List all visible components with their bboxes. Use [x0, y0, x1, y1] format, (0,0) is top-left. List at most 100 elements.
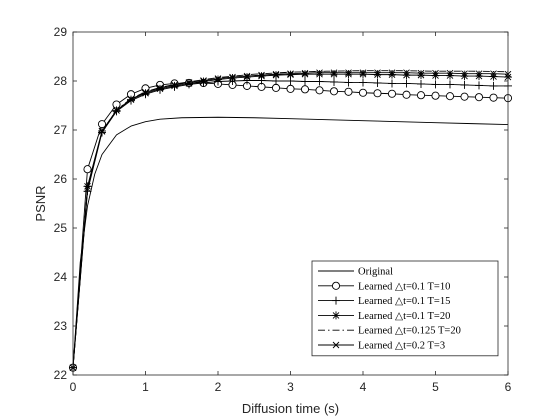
- data-point: [84, 185, 91, 193]
- legend-marker: [332, 341, 340, 349]
- x-marker-b: [490, 70, 497, 77]
- data-point: [373, 70, 382, 79]
- x-marker-b: [258, 71, 265, 79]
- data-point: [359, 69, 367, 76]
- data-point: [300, 85, 310, 94]
- x-marker-b: [84, 185, 91, 193]
- series-0: [72, 116, 509, 368]
- data-point: [460, 80, 469, 89]
- data-point: [258, 71, 265, 79]
- x-tick-label: 6: [505, 380, 512, 394]
- data-point: [446, 80, 454, 89]
- data-point: [388, 70, 396, 79]
- data-point: [489, 81, 498, 90]
- series-5: [69, 69, 512, 371]
- legend-entry: Learned △t=0.1 T=15: [318, 296, 450, 307]
- x-marker-b: [461, 70, 468, 77]
- data-point: [329, 87, 339, 96]
- y-axis: 22 23 24 25 26 27 28 29: [54, 25, 508, 382]
- data-point: [403, 69, 410, 76]
- y-tick-label: 27: [54, 123, 68, 137]
- x-marker-b: [332, 341, 340, 349]
- asterisk-marker-b: [359, 70, 367, 78]
- data-point: [301, 70, 309, 79]
- x-marker-b: [388, 69, 396, 76]
- x-marker-b: [403, 69, 410, 76]
- asterisk-marker-b: [287, 71, 294, 78]
- asterisk-marker-b: [490, 73, 497, 80]
- data-point: [141, 89, 150, 98]
- data-point: [475, 70, 483, 77]
- legend-entry: Original: [318, 267, 393, 278]
- x-marker-b: [113, 107, 120, 114]
- data-point: [301, 69, 309, 77]
- data-point: [170, 81, 179, 90]
- x-marker-b: [301, 69, 309, 77]
- data-point: [315, 77, 324, 86]
- data-point: [431, 80, 440, 89]
- asterisk-marker-b: [214, 76, 222, 83]
- data-point: [229, 73, 236, 81]
- legend-box: [311, 260, 499, 357]
- data-point: [359, 78, 367, 87]
- data-point: [417, 71, 425, 80]
- x-marker-b: [287, 70, 294, 77]
- x-marker-b: [156, 84, 164, 92]
- x-marker-b: [171, 81, 178, 89]
- data-point: [359, 70, 367, 79]
- data-point: [243, 73, 251, 82]
- asterisk-marker-b: [272, 71, 280, 79]
- data-point: [446, 69, 454, 77]
- x-tick-label: 4: [360, 380, 367, 394]
- data-point: [388, 69, 396, 76]
- data-point: [330, 69, 338, 76]
- data-point: [374, 69, 381, 76]
- asterisk-marker-b: [332, 312, 340, 319]
- asterisk-marker-b: [301, 70, 309, 78]
- data-point: [199, 77, 208, 86]
- x-marker-b: [446, 69, 454, 77]
- data-point: [431, 91, 440, 100]
- data-point: [272, 70, 280, 78]
- data-point: [416, 91, 426, 100]
- legend-marker: [332, 311, 340, 320]
- data-point: [358, 88, 368, 97]
- data-point: [373, 78, 382, 87]
- data-point: [461, 70, 468, 77]
- x-marker-b: [359, 69, 367, 76]
- data-point: [316, 69, 323, 76]
- x-marker-b: [417, 69, 425, 77]
- x-tick-label: 3: [287, 380, 294, 394]
- asterisk-marker-b: [316, 70, 323, 78]
- data-point: [243, 72, 251, 80]
- data-point: [345, 69, 352, 76]
- data-point: [228, 74, 237, 83]
- x-marker-b: [432, 69, 439, 77]
- data-point: [287, 70, 294, 77]
- asterisk-marker-b: [229, 74, 236, 82]
- data-point: [344, 70, 353, 79]
- legend-label: Learned △t=0.1 T=10: [358, 281, 450, 292]
- x-marker-b: [214, 75, 222, 82]
- legend-entry: Learned △t=0.2 T=3: [318, 341, 445, 352]
- x-axis-label: Diffusion time (s): [242, 401, 339, 416]
- data-point: [113, 107, 120, 114]
- asterisk-marker-b: [156, 85, 164, 93]
- x-marker-b: [229, 73, 236, 81]
- y-tick-label: 23: [54, 319, 68, 333]
- asterisk-marker-b: [258, 72, 265, 80]
- data-point: [460, 92, 469, 101]
- asterisk-marker-b: [185, 80, 193, 87]
- plot-area: [68, 69, 513, 372]
- x-marker-b: [316, 69, 323, 76]
- x-tick-label: 2: [215, 380, 222, 394]
- data-point: [214, 75, 222, 82]
- legend-marker: [332, 296, 340, 305]
- legend-label: Original: [358, 267, 393, 278]
- data-point: [475, 81, 483, 90]
- x-axis: 0 1 2 3 4 5 6: [70, 32, 512, 394]
- asterisk-marker-b: [84, 183, 91, 190]
- y-axis-label: PSNR: [33, 185, 48, 221]
- asterisk-marker-b: [243, 73, 251, 81]
